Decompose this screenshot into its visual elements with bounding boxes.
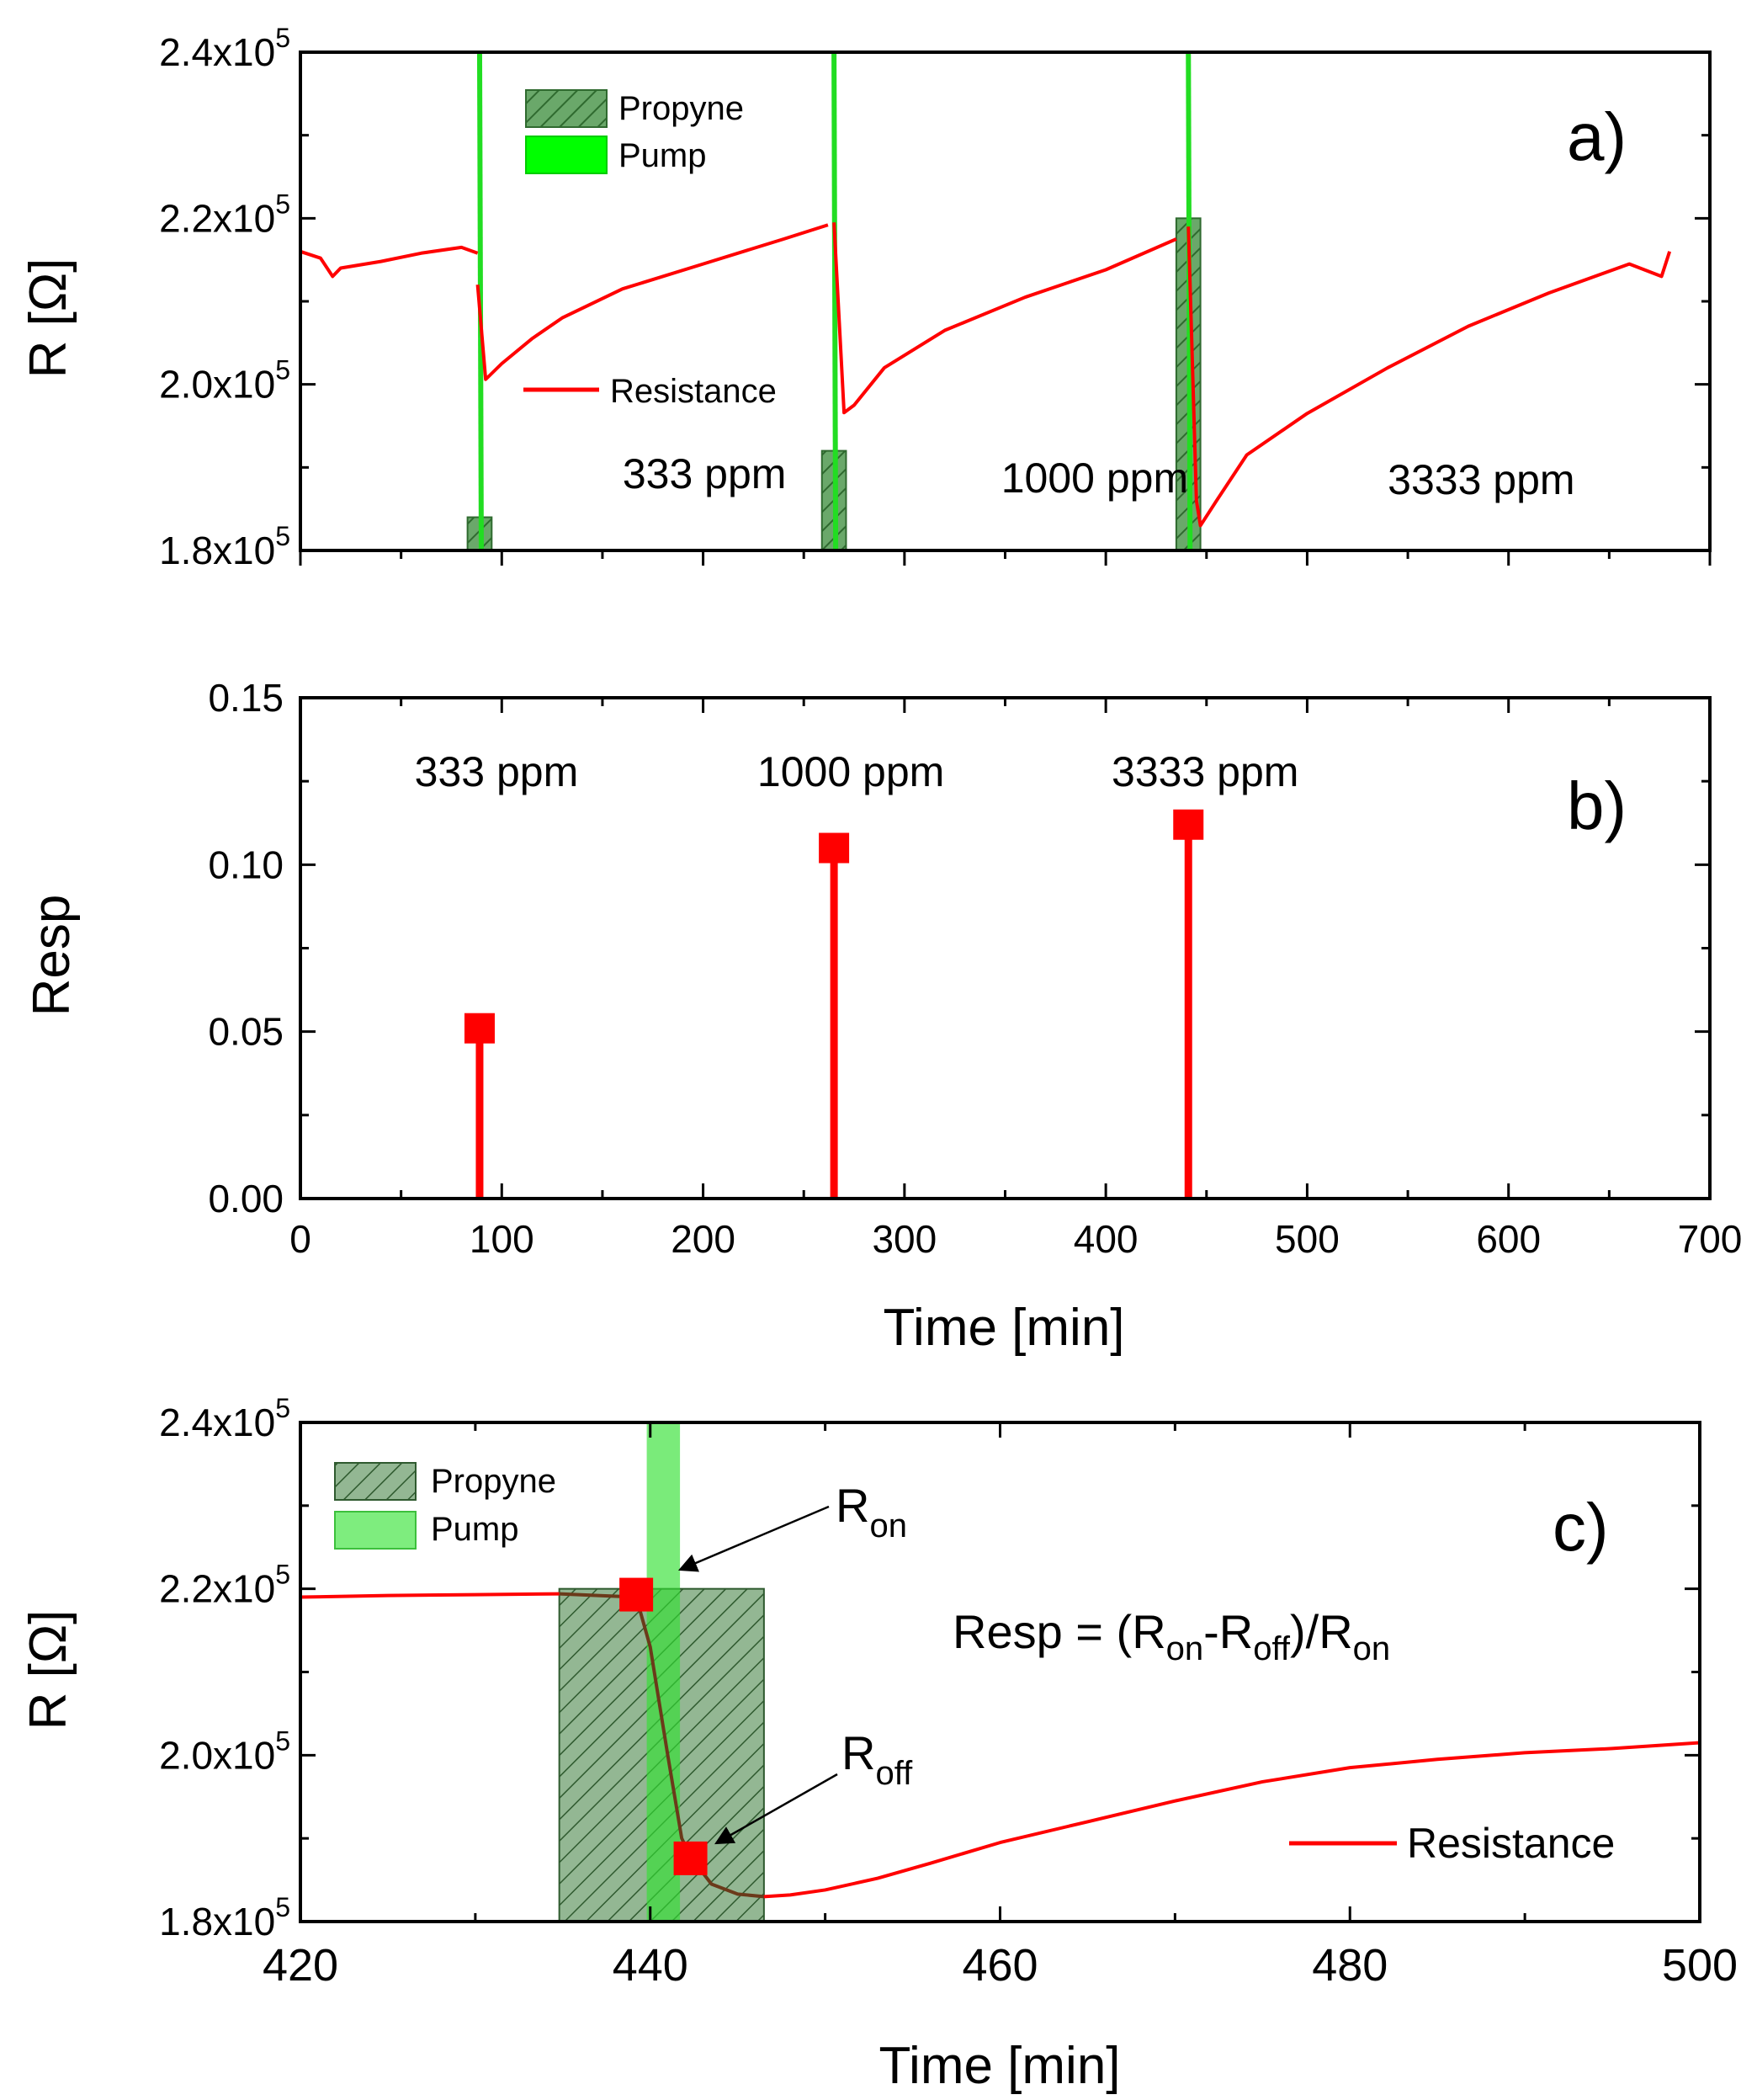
concentration-label-3: 3333 ppm <box>1112 748 1298 795</box>
r-on-arrow <box>677 1505 830 1572</box>
response-stems <box>464 809 1204 1199</box>
y-axis-ticks: 1.8x105 2.0x105 2.2x105 2.4x105 <box>159 23 1710 572</box>
legend-propyne-label: Propyne <box>431 1463 556 1500</box>
response-point-3 <box>1173 809 1204 840</box>
r-off-label: Roff <box>841 1726 913 1792</box>
x-tick-label: 700 <box>1678 1217 1743 1261</box>
x-tick-label: 0 <box>289 1217 311 1261</box>
x-tick-label: 440 <box>613 1940 688 1991</box>
exposure-bars <box>558 1422 765 1922</box>
x-tick-label: 600 <box>1476 1217 1541 1261</box>
y-axis-title: Resp <box>23 895 81 1017</box>
y-tick-label: 0.10 <box>208 843 284 886</box>
pump-line-2 <box>831 51 839 551</box>
panel-label: c) <box>1553 1490 1609 1565</box>
panel-c: 1.8x105 2.0x105 2.2x105 2.4x105 420 440 460 48… <box>19 1393 1738 2095</box>
panel-b: 0.000.050.100.15 0 100 200 300 400 500 600 700 … <box>23 676 1742 1357</box>
y-tick-label: 2.2x105 <box>159 1560 290 1611</box>
legend: Propyne Pump Resistance <box>334 1462 1615 1867</box>
x-tick-label: 500 <box>1662 1940 1738 1991</box>
y-tick-label: 1.8x105 <box>159 521 290 572</box>
resistance-series <box>300 222 1672 528</box>
response-point-1 <box>464 1013 495 1044</box>
panel-a: 1.8x105 2.0x105 2.2x105 2.4x105 R [Ω] a) 33… <box>19 23 1712 572</box>
legend-pump-label: Pump <box>431 1511 519 1548</box>
concentration-label-2: 1000 ppm <box>1001 455 1188 502</box>
y-tick-label: 2.4x105 <box>159 1393 290 1444</box>
resistance-markers <box>619 1577 708 1875</box>
resistance-segment-4 <box>1186 226 1672 528</box>
y-tick-label: 2.4x105 <box>159 23 290 74</box>
x-axis-title: Time [min] <box>878 2037 1120 2095</box>
pump-bar <box>646 1422 681 1922</box>
x-axis-title: Time [min] <box>883 1299 1124 1357</box>
panel-label: a) <box>1567 99 1627 174</box>
r-on-label: Ron <box>836 1479 907 1544</box>
legend-propyne-swatch <box>334 1462 417 1501</box>
x-axis-ticks: 0 100 200 300 400 500 600 700 <box>289 698 1742 1261</box>
response-point-2 <box>819 832 850 864</box>
legend-resistance-label: Resistance <box>610 373 777 410</box>
r-on-annotation: Ron <box>677 1479 907 1572</box>
legend-resistance-label: Resistance <box>1407 1820 1615 1867</box>
x-tick-label: 300 <box>872 1217 937 1261</box>
y-tick-label: 1.8x105 <box>159 1892 290 1943</box>
r-off-annotation: Roff <box>714 1726 913 1845</box>
y-tick-label: 2.0x105 <box>159 355 290 407</box>
x-tick-label: 100 <box>470 1217 534 1261</box>
panel-label: b) <box>1567 768 1627 843</box>
r-off-arrow <box>714 1773 838 1845</box>
response-formula: Resp = (Ron-Roff)/Ron <box>953 1605 1390 1667</box>
x-tick-label: 480 <box>1312 1940 1388 1991</box>
y-axis-title: R [Ω] <box>19 1610 77 1731</box>
resistance-series <box>300 1592 1701 1899</box>
legend-pump-label: Pump <box>618 137 707 174</box>
y-tick-label: 2.2x105 <box>159 189 290 240</box>
resistance-segment-3 <box>832 222 1177 415</box>
resistance-segment-2 <box>475 223 829 381</box>
concentration-annotations: 333 ppm 1000 ppm 3333 ppm <box>623 450 1575 503</box>
y-axis-ticks: 0.00 0.05 0.10 0.15 <box>208 676 1710 1220</box>
concentration-annotations: 333 ppm 1000 ppm 3333 ppm <box>415 748 1299 795</box>
marker-r-on <box>619 1577 654 1612</box>
resistance-segment-3 <box>763 1741 1701 1899</box>
x-tick-label: 500 <box>1275 1217 1340 1261</box>
legend-propyne-swatch <box>525 89 608 128</box>
x-axis-ticks: 420 440 460 480 500 <box>263 1422 1738 1991</box>
y-axis-title: R [Ω] <box>19 258 77 379</box>
concentration-label-2: 1000 ppm <box>757 748 944 795</box>
y-axis-ticks: 1.8x105 2.0x105 2.2x105 2.4x105 <box>159 1393 1700 1943</box>
legend: Propyne Pump Resistance <box>523 89 777 410</box>
x-tick-label: 460 <box>962 1940 1038 1991</box>
legend-propyne-label: Propyne <box>618 90 744 127</box>
concentration-label-1: 333 ppm <box>623 450 787 497</box>
resistance-segment-1 <box>300 1592 560 1599</box>
concentration-label-1: 333 ppm <box>415 748 579 795</box>
y-tick-label: 0.05 <box>208 1010 284 1054</box>
x-tick-label: 400 <box>1074 1217 1139 1261</box>
marker-r-off <box>673 1841 708 1875</box>
y-tick-label: 2.0x105 <box>159 1725 290 1777</box>
resistance-segment-1 <box>300 245 479 279</box>
x-tick-label: 420 <box>263 1940 338 1991</box>
legend-pump-swatch <box>334 1511 417 1550</box>
resistance-segment-2 <box>559 1592 765 1899</box>
y-tick-label: 0.15 <box>208 676 284 720</box>
legend-pump-swatch <box>525 136 608 174</box>
x-tick-label: 200 <box>671 1217 735 1261</box>
x-axis-ticks <box>299 550 1712 566</box>
y-tick-label: 0.00 <box>208 1177 284 1220</box>
concentration-label-3: 3333 ppm <box>1388 456 1574 503</box>
